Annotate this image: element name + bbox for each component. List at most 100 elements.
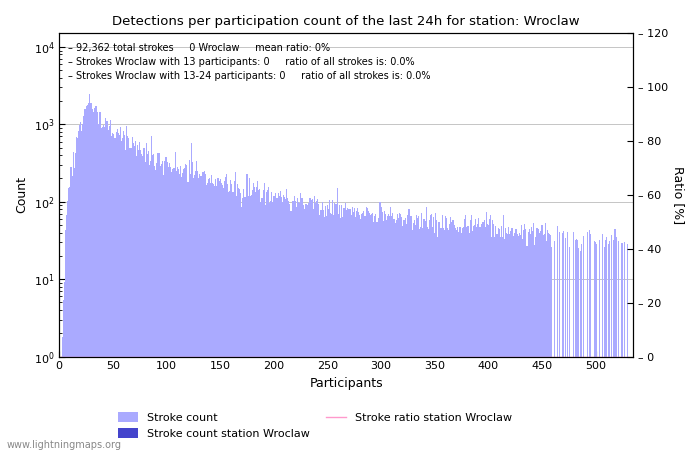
Bar <box>349 209 351 450</box>
Bar <box>550 235 551 450</box>
Bar <box>343 208 344 450</box>
Bar <box>239 189 240 450</box>
Bar <box>307 202 309 450</box>
Bar <box>354 208 355 450</box>
Bar <box>122 139 123 450</box>
Bar <box>67 201 69 450</box>
Bar <box>134 145 135 450</box>
Bar <box>179 174 180 450</box>
Bar <box>570 356 571 450</box>
Bar <box>104 127 105 450</box>
Bar <box>373 222 374 450</box>
Bar <box>395 220 397 450</box>
Bar <box>583 236 584 450</box>
Bar <box>386 220 387 450</box>
Bar <box>484 227 486 450</box>
Bar <box>435 213 436 450</box>
Bar <box>590 234 591 450</box>
Bar <box>402 225 403 450</box>
Bar <box>417 218 418 450</box>
Bar <box>172 169 174 450</box>
Bar <box>428 229 429 450</box>
Bar <box>337 214 339 450</box>
Bar <box>321 202 323 450</box>
Bar <box>182 173 183 450</box>
Bar <box>533 223 534 450</box>
Bar <box>500 226 502 450</box>
Bar <box>422 229 423 450</box>
Bar <box>610 356 611 450</box>
Bar <box>589 230 590 450</box>
Bar <box>240 193 241 450</box>
Bar <box>627 244 629 450</box>
Bar <box>188 160 190 450</box>
Bar <box>498 229 500 450</box>
Bar <box>186 166 188 450</box>
Bar <box>546 241 547 450</box>
Bar <box>571 356 573 450</box>
Bar <box>466 227 468 450</box>
Bar <box>267 190 268 450</box>
Bar <box>105 117 106 450</box>
Bar <box>607 356 608 450</box>
Y-axis label: Count: Count <box>15 176 28 213</box>
Bar <box>415 225 416 450</box>
Bar <box>383 221 384 450</box>
Legend: Stroke count, Stroke count station Wroclaw, Stroke ratio station Wroclaw: Stroke count, Stroke count station Wrocl… <box>112 407 518 445</box>
Bar <box>356 211 357 450</box>
Bar <box>166 157 167 450</box>
Bar <box>140 150 141 450</box>
Bar <box>60 407 61 450</box>
Bar <box>440 228 442 450</box>
Bar <box>317 199 318 450</box>
Bar <box>592 356 593 450</box>
Bar <box>123 131 124 450</box>
Bar <box>225 177 226 450</box>
Bar <box>278 193 279 450</box>
Bar <box>393 219 395 450</box>
Bar <box>117 129 118 450</box>
Bar <box>101 128 102 450</box>
Stroke ratio station Wroclaw <box>303 354 312 359</box>
Bar <box>234 172 236 450</box>
Bar <box>150 161 151 450</box>
Bar <box>542 225 543 450</box>
Bar <box>296 207 297 450</box>
Bar <box>436 220 438 450</box>
Bar <box>512 236 514 450</box>
Bar <box>387 216 388 450</box>
Bar <box>152 155 153 450</box>
Bar <box>119 135 120 450</box>
Bar <box>575 240 576 450</box>
Bar <box>92 109 93 450</box>
Bar <box>210 183 211 450</box>
Bar <box>325 206 326 450</box>
Bar <box>473 226 474 450</box>
Bar <box>617 241 619 450</box>
Stroke ratio station Wroclaw <box>157 354 165 359</box>
Bar <box>265 205 266 450</box>
Bar <box>180 166 181 450</box>
Bar <box>200 176 202 450</box>
Bar <box>197 171 198 450</box>
Bar <box>480 227 482 450</box>
Bar <box>314 196 315 450</box>
Bar <box>508 226 510 450</box>
Stroke ratio station Wroclaw <box>56 354 64 359</box>
Bar <box>66 215 67 450</box>
Bar <box>304 209 305 450</box>
Bar <box>420 227 421 450</box>
Bar <box>74 168 75 450</box>
Bar <box>427 227 428 450</box>
Bar <box>216 186 218 450</box>
Bar <box>445 216 446 450</box>
Stroke ratio station Wroclaw <box>489 354 497 359</box>
Bar <box>553 356 554 450</box>
Bar <box>83 116 85 450</box>
Bar <box>377 222 379 450</box>
Bar <box>284 197 285 450</box>
Bar <box>121 141 122 450</box>
Bar <box>624 242 625 450</box>
Bar <box>194 175 195 450</box>
Bar <box>97 112 99 450</box>
